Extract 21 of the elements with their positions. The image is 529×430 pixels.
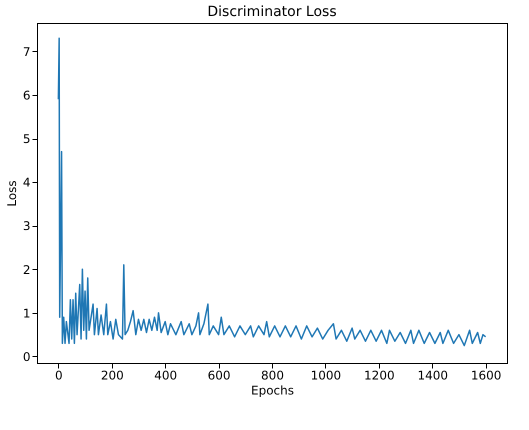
y-tick-label: 1 [22,306,30,320]
x-tick-label: 800 [261,368,284,382]
line-series [58,38,486,346]
x-tick-label: 400 [154,368,178,382]
x-tick-label: 1000 [310,368,342,382]
x-tick-label: 1200 [364,368,395,382]
x-tick-label: 0 [55,368,63,382]
y-tick-label: 5 [22,132,30,146]
y-tick-label: 3 [22,219,30,234]
x-tick-label: 1400 [417,368,448,382]
x-axis-title: Epochs [251,384,294,398]
y-tick-label: 7 [22,44,30,59]
y-tick-label: 6 [22,88,30,102]
y-tick-label: 0 [22,350,30,364]
y-tick-label: 2 [22,262,30,277]
y-tick-label: 4 [22,176,30,190]
x-tick-label: 200 [100,368,124,382]
chart-title: Discriminator Loss [207,4,337,20]
x-tick-label: 1600 [470,368,502,382]
y-axis-title: Loss [4,180,19,207]
x-tick-label: 600 [208,368,231,382]
